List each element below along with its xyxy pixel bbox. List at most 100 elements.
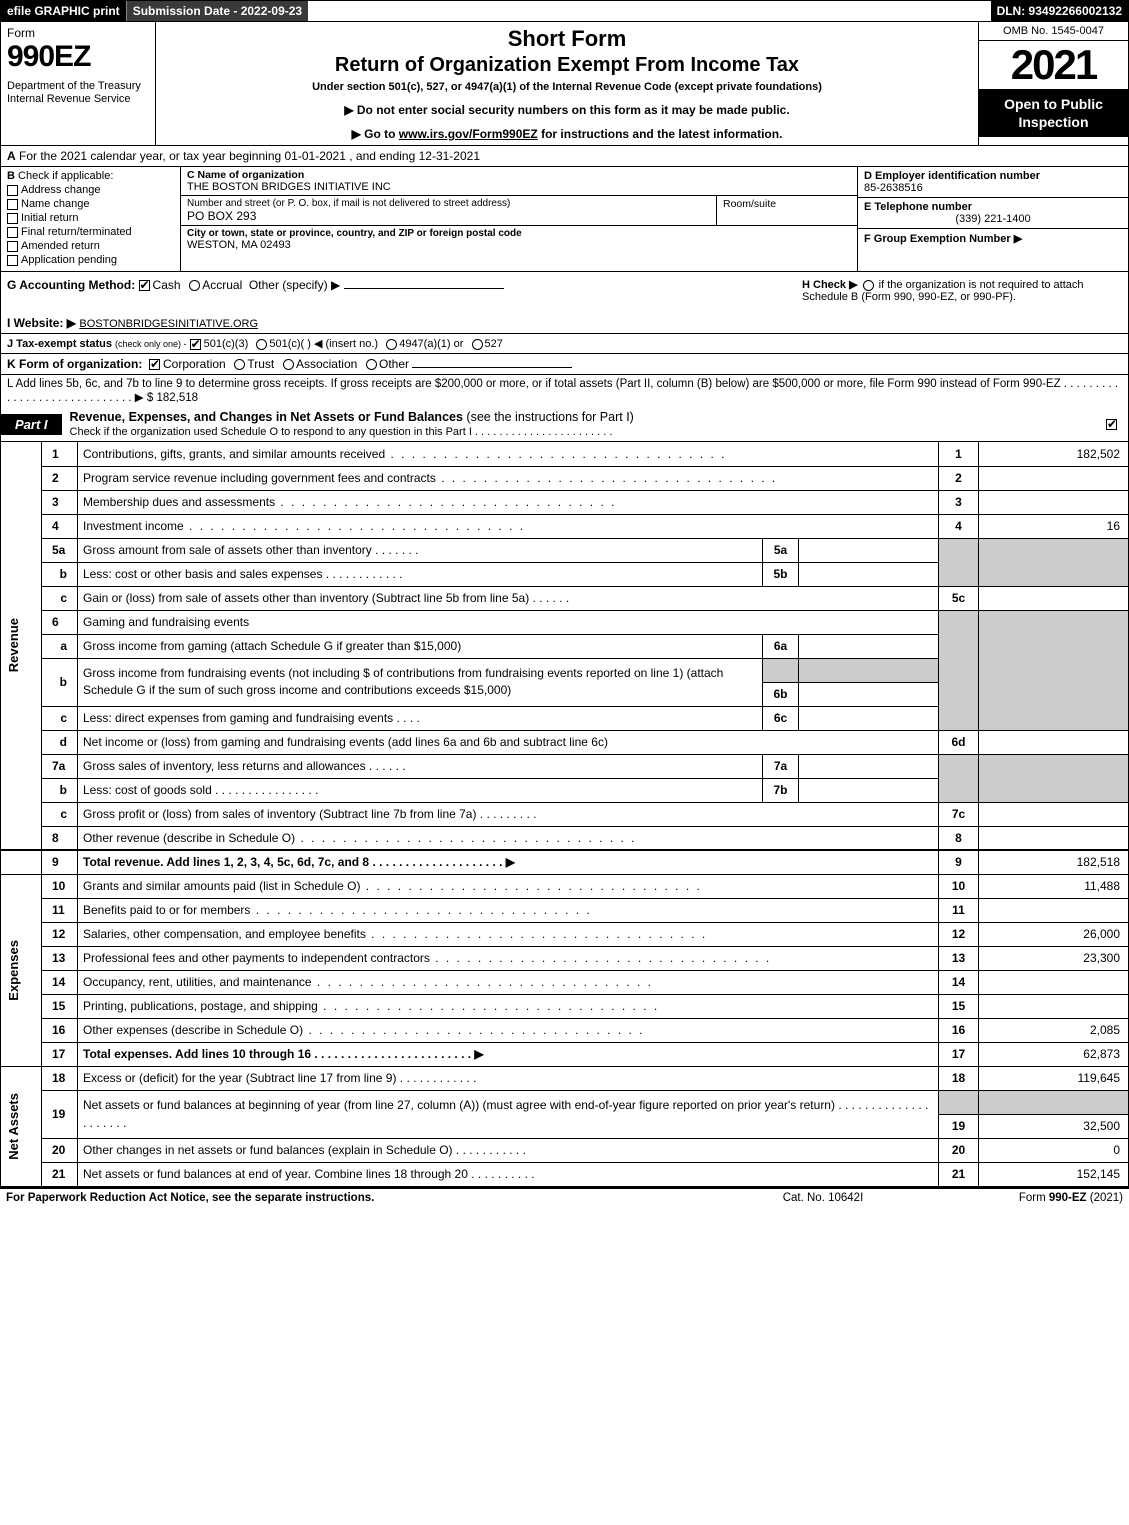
instr2-pre: ▶ Go to (352, 127, 399, 141)
row-l: L Add lines 5b, 6c, and 7b to line 9 to … (0, 375, 1129, 407)
chk-cash[interactable] (139, 280, 150, 291)
line-15: 15 Printing, publications, postage, and … (1, 994, 1129, 1018)
block-bcdef: B Check if applicable: Address change Na… (0, 167, 1129, 272)
chk-accrual[interactable] (189, 280, 200, 291)
submission-date: Submission Date - 2022-09-23 (126, 1, 308, 21)
c-city-label: City or town, state or province, country… (187, 228, 851, 239)
chk-527[interactable] (472, 339, 483, 350)
row-g: G Accounting Method: Cash Accrual Other … (7, 278, 792, 303)
chk-schedule-o[interactable] (1106, 419, 1117, 430)
line-18: Net Assets 18 Excess or (deficit) for th… (1, 1066, 1129, 1090)
form-word: Form (7, 26, 149, 40)
k-other-line (412, 367, 572, 368)
row-i: I Website: ▶ BOSTONBRIDGESINITIATIVE.ORG (0, 313, 1129, 334)
chk-corporation[interactable] (149, 359, 160, 370)
form-header: Form 990EZ Department of the Treasury In… (0, 22, 1129, 146)
f-label: F Group Exemption Number ▶ (864, 233, 1022, 245)
title-short-form: Short Form (164, 26, 970, 52)
chk-initial-return[interactable]: Initial return (7, 212, 174, 224)
b-heading: Check if applicable: (18, 170, 113, 182)
line-19-text: 19 Net assets or fund balances at beginn… (1, 1090, 1129, 1114)
chk-address-change[interactable]: Address change (7, 184, 174, 196)
i-label: I Website: ▶ (7, 316, 76, 330)
c-street-value: PO BOX 293 (187, 209, 710, 223)
part1-end-check (1106, 417, 1128, 431)
row-h: H Check ▶ if the organization is not req… (792, 278, 1122, 303)
c-city-value: WESTON, MA 02493 (187, 239, 851, 251)
checkbox-icon (7, 255, 18, 266)
chk-application-pending[interactable]: Application pending (7, 254, 174, 266)
line-6: 6 Gaming and fundraising events (1, 610, 1129, 634)
header-center: Short Form Return of Organization Exempt… (156, 22, 978, 145)
e-value: (339) 221-1400 (864, 213, 1122, 225)
chk-4947[interactable] (386, 339, 397, 350)
chk-final-return[interactable]: Final return/terminated (7, 226, 174, 238)
c-name-label: C Name of organization (187, 169, 851, 181)
chk-501c[interactable] (256, 339, 267, 350)
website-link[interactable]: BOSTONBRIDGESINITIATIVE.ORG (79, 318, 258, 330)
c-room-label: Room/suite (723, 198, 776, 210)
d-label: D Employer identification number (864, 170, 1122, 182)
chk-h[interactable] (863, 280, 874, 291)
line-4: 4 Investment income 4 16 (1, 514, 1129, 538)
line-1: Revenue 1 Contributions, gifts, grants, … (1, 442, 1129, 466)
row-a-label: A (7, 149, 16, 163)
header-right: OMB No. 1545-0047 2021 Open to Public In… (978, 22, 1128, 145)
line-7a: 7a Gross sales of inventory, less return… (1, 754, 1129, 778)
omb-number: OMB No. 1545-0047 (979, 22, 1128, 41)
line-6d: d Net income or (loss) from gaming and f… (1, 730, 1129, 754)
top-bar: efile GRAPHIC print Submission Date - 20… (0, 0, 1129, 22)
chk-501c3[interactable] (190, 339, 201, 350)
lines-table: Revenue 1 Contributions, gifts, grants, … (0, 442, 1129, 1187)
k-label: K Form of organization: (7, 357, 142, 371)
tax-year: 2021 (979, 41, 1128, 89)
line-12: 12 Salaries, other compensation, and emp… (1, 922, 1129, 946)
dln-label: DLN: 93492266002132 (991, 1, 1128, 21)
line-3: 3 Membership dues and assessments 3 (1, 490, 1129, 514)
row-k: K Form of organization: Corporation Trus… (0, 354, 1129, 375)
chk-trust[interactable] (234, 359, 245, 370)
title-return: Return of Organization Exempt From Incom… (164, 54, 970, 77)
line-7c: c Gross profit or (loss) from sales of i… (1, 802, 1129, 826)
efile-label: efile GRAPHIC print (1, 1, 126, 21)
line-11: 11 Benefits paid to or for members 11 (1, 898, 1129, 922)
e-cell: E Telephone number (339) 221-1400 (858, 198, 1128, 229)
chk-amended-return[interactable]: Amended return (7, 240, 174, 252)
chk-other-org[interactable] (366, 359, 377, 370)
line-14: 14 Occupancy, rent, utilities, and maint… (1, 970, 1129, 994)
footer-left: For Paperwork Reduction Act Notice, see … (6, 1192, 723, 1204)
line-16: 16 Other expenses (describe in Schedule … (1, 1018, 1129, 1042)
chk-name-change[interactable]: Name change (7, 198, 174, 210)
open-to-public: Open to Public Inspection (979, 89, 1128, 137)
header-left: Form 990EZ Department of the Treasury In… (1, 22, 156, 145)
g-label: G Accounting Method: (7, 278, 135, 292)
col-b: B Check if applicable: Address change Na… (1, 167, 181, 271)
checkbox-icon (7, 227, 18, 238)
checkbox-icon (7, 213, 18, 224)
l-value: 182,518 (156, 392, 198, 404)
c-street-cell: Number and street (or P. O. box, if mail… (181, 196, 717, 225)
side-netassets: Net Assets (1, 1066, 42, 1186)
g-other-line (344, 288, 504, 289)
side-expenses: Expenses (1, 874, 42, 1066)
col-def: D Employer identification number 85-2638… (858, 167, 1128, 271)
line-17: 17 Total expenses. Add lines 10 through … (1, 1042, 1129, 1066)
c-street-label: Number and street (or P. O. box, if mail… (187, 198, 710, 209)
row-g-h: G Accounting Method: Cash Accrual Other … (0, 272, 1129, 313)
e-label: E Telephone number (864, 201, 1122, 213)
irs-link[interactable]: www.irs.gov/Form990EZ (399, 127, 538, 141)
row-j: J Tax-exempt status (check only one) - 5… (0, 334, 1129, 354)
checkbox-icon (7, 185, 18, 196)
part1-title: Revenue, Expenses, and Changes in Net As… (62, 407, 1106, 441)
j-sub: (check only one) - (115, 339, 187, 349)
line-13: 13 Professional fees and other payments … (1, 946, 1129, 970)
line-21: 21 Net assets or fund balances at end of… (1, 1162, 1129, 1186)
instruction-1: ▶ Do not enter social security numbers o… (164, 103, 970, 117)
part1-header: Part I Revenue, Expenses, and Changes in… (0, 407, 1129, 442)
line-10: Expenses 10 Grants and similar amounts p… (1, 874, 1129, 898)
chk-association[interactable] (283, 359, 294, 370)
instr2-post: for instructions and the latest informat… (538, 127, 783, 141)
f-cell: F Group Exemption Number ▶ (858, 229, 1128, 248)
c-street-row: Number and street (or P. O. box, if mail… (181, 196, 857, 226)
j-label: J Tax-exempt status (7, 338, 112, 350)
